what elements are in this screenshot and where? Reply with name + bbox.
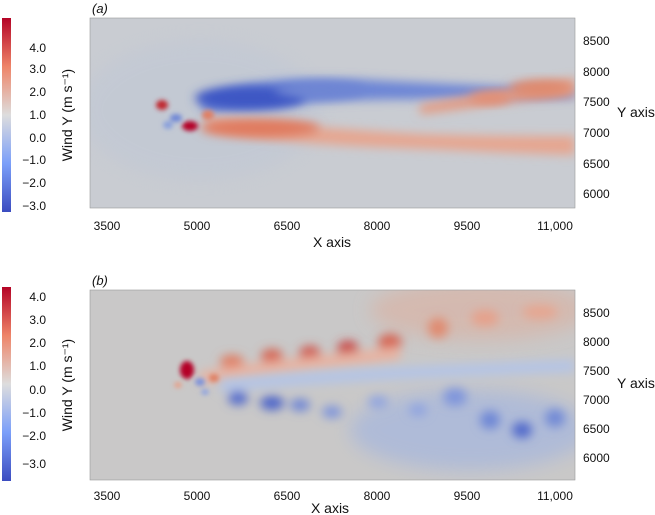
colorbar-b-label: Wind Y (m s⁻¹) (59, 339, 75, 431)
y-tick-b: 6000 (583, 451, 610, 465)
heatmap-a (90, 18, 575, 208)
x-label-b: X axis (311, 500, 349, 515)
x-tick-a: 8000 (364, 219, 391, 233)
colorbar-a-tick: 3.0 (29, 62, 46, 76)
y-tick-a: 8000 (583, 65, 610, 79)
colorbar-a-label: Wind Y (m s⁻¹) (59, 69, 75, 161)
x-tick-a: 11,000 (537, 219, 573, 233)
y-tick-b: 7000 (583, 393, 610, 407)
y-tick-b: 6500 (583, 422, 610, 436)
colorbar-a-tick: 2.0 (29, 85, 46, 99)
x-tick-a: 5000 (184, 219, 211, 233)
heatmap-b (90, 290, 575, 480)
colorbar-b-ticks: 4.0 3.0 2.0 1.0 0.0 −1.0 −2.0 −3.0 (22, 290, 46, 471)
colorbar-a-tick: −1.0 (22, 153, 46, 167)
plot-frame-b (89, 289, 576, 481)
plot-frame-a (89, 17, 576, 209)
x-tick-b: 6500 (274, 489, 301, 503)
colorbar-a: 4.0 3.0 2.0 1.0 0.0 −1.0 −2.0 −3.0 Wind … (2, 18, 75, 213)
colorbar-a-tick: −3.0 (22, 199, 46, 213)
y-tick-a: 7500 (583, 95, 610, 109)
y-tick-a: 6500 (583, 157, 610, 171)
y-tick-a: 8500 (583, 34, 610, 48)
y-tick-a: 7000 (583, 126, 610, 140)
x-axis-a: 3500 5000 6500 8000 9500 11,000 X axis (94, 219, 574, 250)
colorbar-b-tick: 1.0 (29, 359, 46, 373)
x-label-a: X axis (313, 234, 351, 250)
y-tick-b: 7500 (583, 364, 610, 378)
colorbar-b-tick: 0.0 (29, 383, 46, 397)
colorbar-b-tick: −1.0 (22, 406, 46, 420)
y-tick-b: 8500 (583, 306, 610, 320)
x-tick-b: 8000 (364, 489, 391, 503)
y-label-b: Y axis (617, 375, 655, 391)
colorbar-a-gradient (2, 18, 11, 212)
colorbar-b: 4.0 3.0 2.0 1.0 0.0 −1.0 −2.0 −3.0 Wind … (2, 287, 75, 481)
x-tick-b: 5000 (184, 489, 211, 503)
x-tick-b: 3500 (94, 489, 121, 503)
colorbar-b-tick: −2.0 (22, 429, 46, 443)
colorbar-b-tick: 2.0 (29, 336, 46, 350)
colorbar-b-gradient (2, 287, 11, 481)
colorbar-b-tick: 3.0 (29, 313, 46, 327)
panel-b: (b) 4.0 3.0 2.0 1.0 0.0 −1.0 −2.0 −3.0 W… (2, 273, 655, 515)
colorbar-a-tick: −2.0 (22, 176, 46, 190)
positive-eddies-b (200, 305, 558, 384)
x-axis-b: 3500 5000 6500 8000 9500 11,000 X axis (94, 489, 574, 515)
y-tick-a: 6000 (583, 187, 610, 201)
source-region-b (174, 361, 219, 395)
x-tick-a: 6500 (274, 219, 301, 233)
panel-b-label: (b) (92, 273, 108, 288)
colorbar-a-ticks: 4.0 3.0 2.0 1.0 0.0 −1.0 −2.0 −3.0 (22, 41, 46, 213)
x-tick-a: 3500 (94, 219, 121, 233)
colorbar-a-tick: 0.0 (29, 131, 46, 145)
x-tick-b: 9500 (454, 489, 481, 503)
y-axis-b: 8500 8000 7500 7000 6500 6000 Y axis (583, 306, 655, 465)
y-label-a: Y axis (617, 104, 655, 120)
colorbar-a-tick: 1.0 (29, 108, 46, 122)
x-tick-a: 9500 (454, 219, 481, 233)
source-region-a (156, 100, 214, 131)
colorbar-b-tick: 4.0 (29, 290, 46, 304)
negative-eddies-b (220, 360, 575, 438)
y-tick-b: 8000 (583, 335, 610, 349)
colorbar-b-tick: −3.0 (22, 457, 46, 471)
panel-a-label: (a) (92, 1, 108, 16)
panel-a: (a) 4.0 3.0 2.0 1.0 0.0 −1.0 −2.0 −3.0 W… (2, 1, 655, 250)
x-tick-b: 11,000 (537, 489, 573, 503)
y-axis-a: 8500 8000 7500 7000 6500 6000 Y axis (583, 34, 655, 201)
colorbar-a-tick: 4.0 (29, 41, 46, 55)
